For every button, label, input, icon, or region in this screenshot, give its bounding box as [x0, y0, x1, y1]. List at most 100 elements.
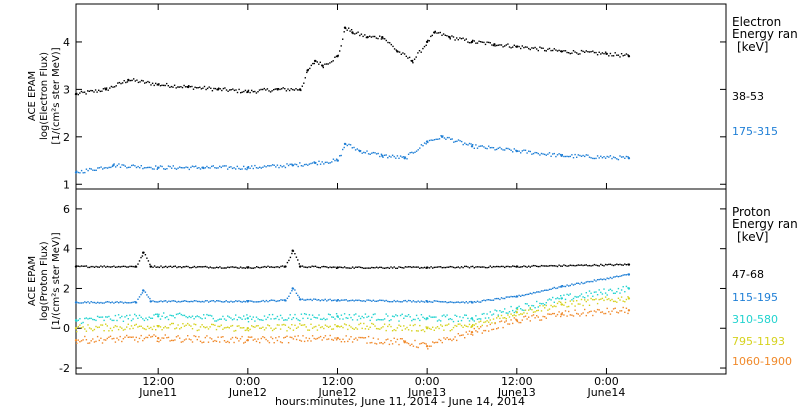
- electron-point: [322, 66, 324, 69]
- electron-point: [77, 93, 79, 96]
- proton-data-point: [246, 317, 249, 320]
- proton-point: [556, 313, 559, 316]
- proton-point: [201, 341, 203, 344]
- electron-point: [428, 40, 430, 42]
- proton-point: [371, 341, 373, 344]
- proton-point: [393, 299, 395, 302]
- electron-data-point: [515, 149, 518, 153]
- proton-point: [369, 326, 371, 328]
- proton-point: [446, 266, 448, 268]
- proton-point: [219, 266, 221, 268]
- proton-point: [486, 313, 488, 315]
- electron-point: [288, 89, 291, 92]
- proton-point: [588, 304, 591, 306]
- proton-point: [614, 307, 616, 309]
- proton-point: [233, 341, 235, 344]
- electron-point: [548, 152, 551, 154]
- proton-point: [111, 338, 113, 340]
- proton-point: [571, 264, 573, 267]
- proton-point: [249, 300, 251, 302]
- proton-point: [228, 316, 230, 318]
- proton-point: [379, 319, 381, 321]
- proton-data-point: [560, 297, 563, 300]
- electron-point: [287, 88, 289, 90]
- proton-point: [444, 301, 447, 303]
- proton-point: [132, 327, 134, 330]
- proton-point: [409, 316, 411, 318]
- electron-point: [235, 168, 237, 170]
- electron-point: [470, 143, 472, 145]
- proton-point: [130, 301, 133, 304]
- proton-point: [278, 300, 281, 302]
- electron-point: [112, 86, 114, 88]
- proton-point: [286, 335, 288, 337]
- electron-point: [230, 89, 232, 91]
- electron-point: [159, 165, 162, 167]
- proton-point: [263, 315, 266, 317]
- electron-point: [542, 47, 544, 49]
- proton-point: [321, 339, 323, 341]
- proton-point: [512, 296, 514, 298]
- proton-data-point: [149, 300, 152, 303]
- proton-point: [395, 314, 397, 316]
- proton-point: [348, 314, 351, 316]
- proton-point: [483, 312, 485, 315]
- proton-point: [558, 286, 560, 288]
- electron-point: [243, 165, 245, 168]
- electron-point: [569, 52, 571, 55]
- proton-point: [380, 299, 383, 302]
- proton-point: [106, 316, 108, 318]
- electron-point: [588, 51, 591, 53]
- electron-point: [507, 43, 509, 45]
- proton-point: [350, 267, 352, 269]
- time-axis-label: hours:minutes, June 11, 2014 - June 14, …: [275, 395, 525, 408]
- proton-point: [497, 297, 499, 300]
- proton-point: [343, 266, 346, 268]
- electron-point: [624, 157, 626, 159]
- electron-point: [129, 79, 132, 82]
- proton-point: [188, 338, 190, 340]
- proton-point: [550, 264, 552, 267]
- proton-point: [377, 328, 379, 330]
- proton-point: [275, 317, 277, 320]
- electron-point: [537, 49, 539, 52]
- proton-point: [412, 266, 415, 268]
- proton-data-point: [142, 289, 145, 292]
- electron-point: [390, 43, 392, 46]
- proton-point: [472, 265, 474, 268]
- proton-point: [239, 327, 242, 329]
- proton-point: [548, 298, 551, 300]
- proton-point: [625, 285, 628, 288]
- proton-point: [247, 336, 250, 338]
- proton-data-point: [560, 313, 563, 316]
- proton-point: [324, 266, 326, 268]
- proton-point: [260, 327, 262, 329]
- proton-point: [407, 342, 410, 345]
- electron-point: [473, 147, 475, 149]
- electron-point: [238, 167, 240, 170]
- proton-point: [366, 299, 368, 301]
- proton-point: [614, 264, 616, 266]
- proton-point: [440, 339, 442, 342]
- proton-point: [251, 318, 253, 320]
- proton-point: [150, 317, 152, 319]
- proton-point: [419, 324, 421, 327]
- proton-point: [536, 291, 538, 293]
- proton-point: [251, 300, 253, 302]
- proton-point: [228, 341, 230, 344]
- proton-point: [309, 266, 312, 268]
- proton-point: [96, 326, 99, 329]
- proton-plot-frame: [75, 188, 727, 375]
- proton-data-point: [515, 295, 518, 298]
- proton-point: [291, 290, 293, 292]
- proton-data-point: [560, 303, 563, 306]
- proton-point: [545, 265, 547, 267]
- electron-point: [534, 46, 536, 49]
- proton-point: [262, 336, 264, 338]
- proton-point: [182, 323, 184, 325]
- proton-point: [188, 266, 191, 269]
- proton-point: [417, 317, 419, 320]
- proton-point: [106, 325, 108, 327]
- proton-point: [627, 296, 629, 298]
- proton-point: [423, 317, 426, 320]
